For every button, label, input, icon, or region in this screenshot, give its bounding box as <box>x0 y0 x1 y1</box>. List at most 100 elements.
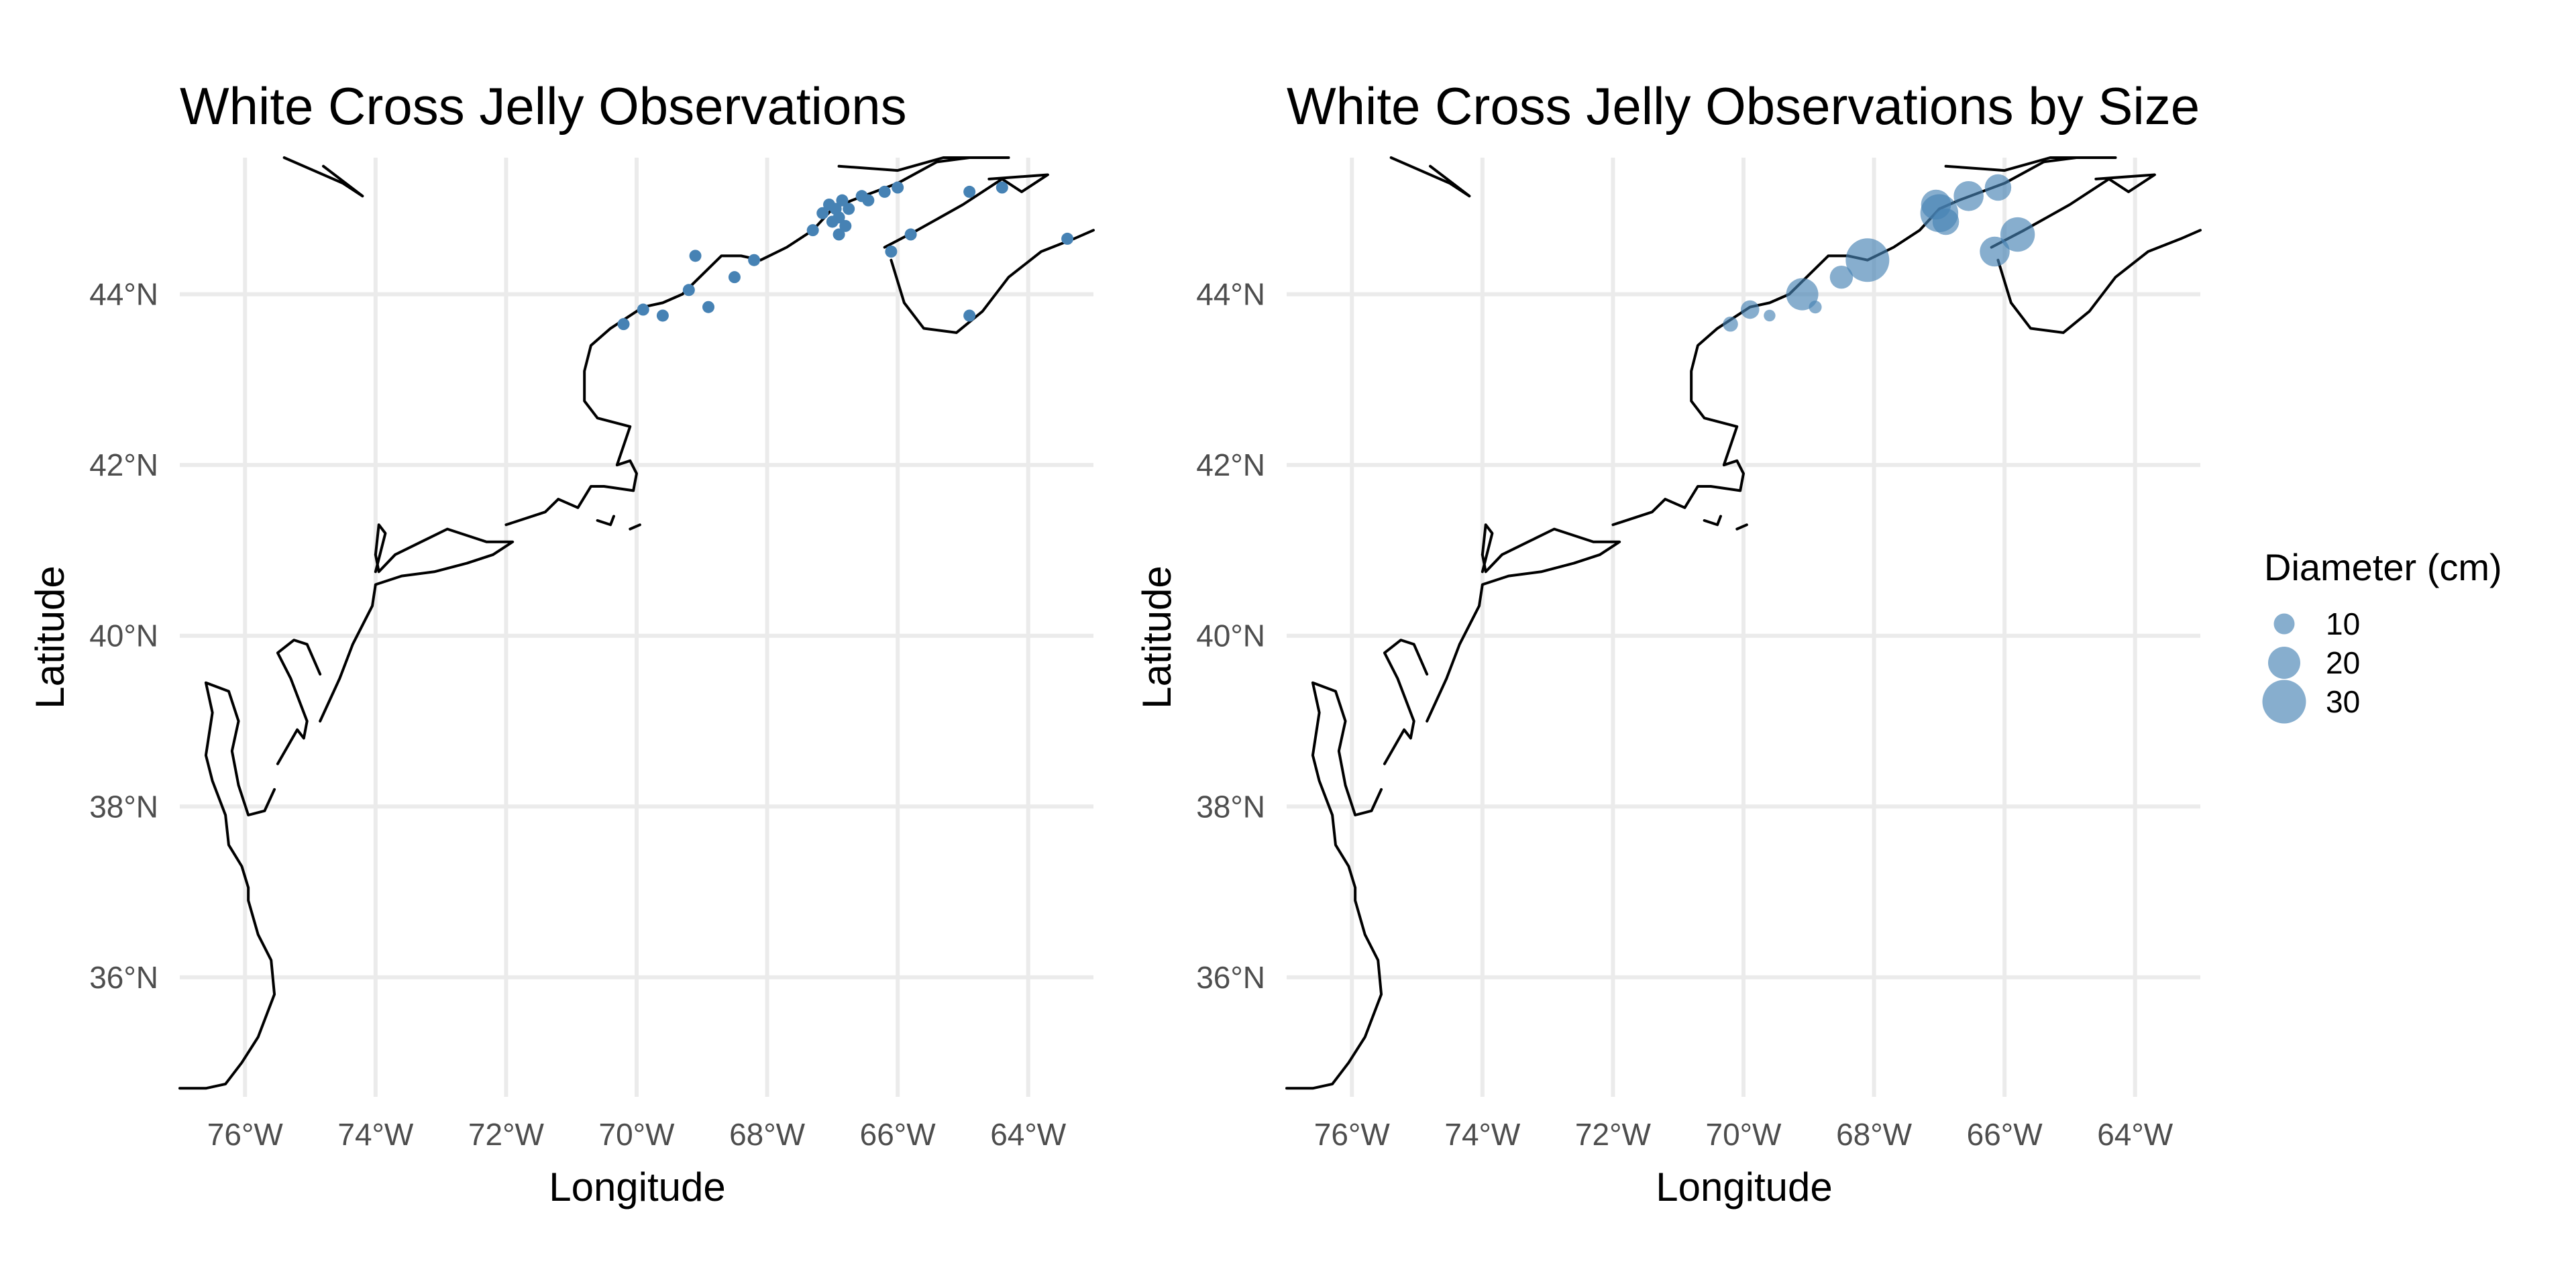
observation-point <box>728 271 741 284</box>
coastline-segment <box>1735 523 1748 531</box>
coastline-segment <box>276 639 322 765</box>
coastline-segment <box>596 515 615 527</box>
legend-entries: 10 20 30 <box>2262 606 2360 724</box>
coastline-segment <box>1703 515 1722 527</box>
right-map-panel: 76°W 74°W 72°W 70°W 68°W 66°W 64°W 36°N 38°N 40°N… <box>1134 76 2202 1210</box>
y-tick-label: 36°N <box>89 960 158 995</box>
observation-point <box>1809 301 1822 314</box>
coastline-segment <box>1426 527 1621 722</box>
coastline-segment <box>374 523 387 574</box>
observation-point <box>637 303 649 316</box>
observation-point <box>1953 180 1984 211</box>
observation-point <box>892 181 904 194</box>
x-tick-label: 68°W <box>1836 1117 1913 1152</box>
x-tick-label: 74°W <box>337 1117 414 1152</box>
gridlines <box>180 158 1093 1097</box>
legend-label: 10 <box>2326 606 2360 641</box>
observation-point <box>963 185 976 198</box>
coastline-segment <box>1611 156 2117 527</box>
x-tick-label: 64°W <box>2097 1117 2174 1152</box>
coastline-segment <box>504 156 1010 527</box>
observation-point <box>1829 265 1854 289</box>
observation-point <box>806 224 819 237</box>
x-tick-label: 70°W <box>1706 1117 1782 1152</box>
x-tick-label: 72°W <box>1575 1117 1652 1152</box>
observation-point <box>702 301 715 313</box>
chart-title: White Cross Jelly Observations by Size <box>1287 76 2200 136</box>
x-tick-label: 68°W <box>729 1117 806 1152</box>
x-axis-title: Longitude <box>1656 1165 1833 1210</box>
observation-point <box>836 194 849 207</box>
observation-point <box>656 309 669 322</box>
chart-title: White Cross Jelly Observations <box>180 76 907 136</box>
observation-point <box>816 207 829 219</box>
size-legend: Diameter (cm) 10 20 30 <box>2262 546 2502 724</box>
coastline-segment <box>890 229 1095 334</box>
legend-label: 20 <box>2326 645 2360 680</box>
y-tick-label: 44°N <box>1196 277 1265 312</box>
observation-point <box>1984 174 2012 201</box>
observation-point <box>748 254 761 266</box>
axis-ticks: 76°W 74°W 72°W 70°W 68°W 66°W 64°W 36°N 38°N 40°N… <box>1196 277 2174 1152</box>
observation-point <box>689 250 702 262</box>
observation-point <box>1786 278 1819 311</box>
observation-point <box>862 194 875 207</box>
observation-point <box>833 228 845 241</box>
coastline-segment <box>629 523 641 531</box>
coastline-segment <box>883 173 1049 249</box>
observation-points <box>1723 174 2035 332</box>
observation-point <box>1061 232 1074 245</box>
coastline-segment <box>282 156 364 198</box>
y-tick-label: 44°N <box>89 277 158 312</box>
observation-point <box>1980 236 2010 267</box>
y-axis-title: Latitude <box>28 566 72 709</box>
observation-point <box>1723 316 1738 332</box>
y-tick-label: 42°N <box>89 447 158 482</box>
coastline-segment <box>1944 156 2091 172</box>
observation-point <box>1932 208 1960 235</box>
observation-point <box>963 309 976 322</box>
observation-point <box>878 185 891 198</box>
coastline-segment <box>1383 639 1429 765</box>
x-axis-title: Longitude <box>549 1165 726 1210</box>
coastline-segment <box>1389 156 1471 198</box>
observation-point <box>904 228 917 241</box>
x-tick-label: 64°W <box>990 1117 1067 1152</box>
observation-point <box>1740 300 1760 319</box>
gridlines <box>1287 158 2200 1097</box>
y-tick-label: 38°N <box>89 789 158 824</box>
observation-point <box>682 284 695 297</box>
x-tick-label: 72°W <box>468 1117 545 1152</box>
legend-label: 30 <box>2326 684 2360 719</box>
coastline-segment <box>1996 229 2202 334</box>
legend-symbol <box>2273 613 2295 635</box>
axis-ticks: 76°W 74°W 72°W 70°W 68°W 66°W 64°W 36°N 38°N 40°N… <box>89 277 1067 1152</box>
coastline-segment <box>837 156 984 172</box>
observation-point <box>1845 238 1890 282</box>
observation-point <box>839 219 852 232</box>
observation-point <box>996 181 1008 194</box>
x-tick-label: 66°W <box>1967 1117 2043 1152</box>
x-tick-label: 66°W <box>860 1117 936 1152</box>
y-tick-label: 40°N <box>1196 619 1265 653</box>
legend-symbol <box>2268 647 2300 679</box>
coastline <box>178 156 1095 1090</box>
coastline-segment <box>178 681 276 1090</box>
x-tick-label: 76°W <box>207 1117 284 1152</box>
observation-point <box>843 203 855 215</box>
observation-point <box>2000 217 2035 252</box>
x-tick-label: 70°W <box>599 1117 676 1152</box>
y-tick-label: 38°N <box>1196 789 1265 824</box>
left-map-panel: 76°W 74°W 72°W 70°W 68°W 66°W 64°W 36°N 38°N 40°N… <box>28 76 1095 1210</box>
coastline-segment <box>319 527 515 722</box>
observation-points <box>617 181 1074 331</box>
x-tick-label: 76°W <box>1314 1117 1391 1152</box>
coastline-segment <box>1481 523 1494 574</box>
observation-point <box>617 318 630 331</box>
y-tick-label: 36°N <box>1196 960 1265 995</box>
y-tick-label: 40°N <box>89 619 158 653</box>
observation-point <box>1764 309 1776 322</box>
coastline-segment <box>1285 681 1383 1090</box>
legend-symbol <box>2262 680 2306 724</box>
